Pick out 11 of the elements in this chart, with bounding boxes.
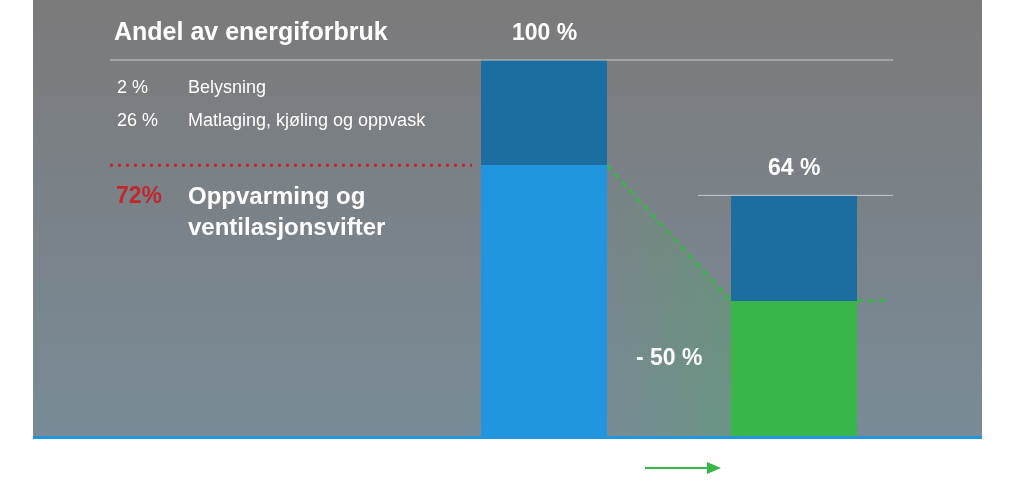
text: Oppvarming og ventilasjonsvifter [188,182,386,241]
text: Belysning [188,77,267,97]
bar [481,60,607,166]
total-label: 64 % [768,154,821,180]
text: 2 % [117,77,149,97]
annotation: Matlaging, kjøling og oppvask [188,110,427,130]
total-label: 100 % [512,19,578,45]
text: 26 % [117,110,159,130]
chart-title: Andel av energiforbruk [114,16,388,45]
annotation: - 50 % [636,344,703,370]
ref-line-label: 72% [116,182,163,208]
